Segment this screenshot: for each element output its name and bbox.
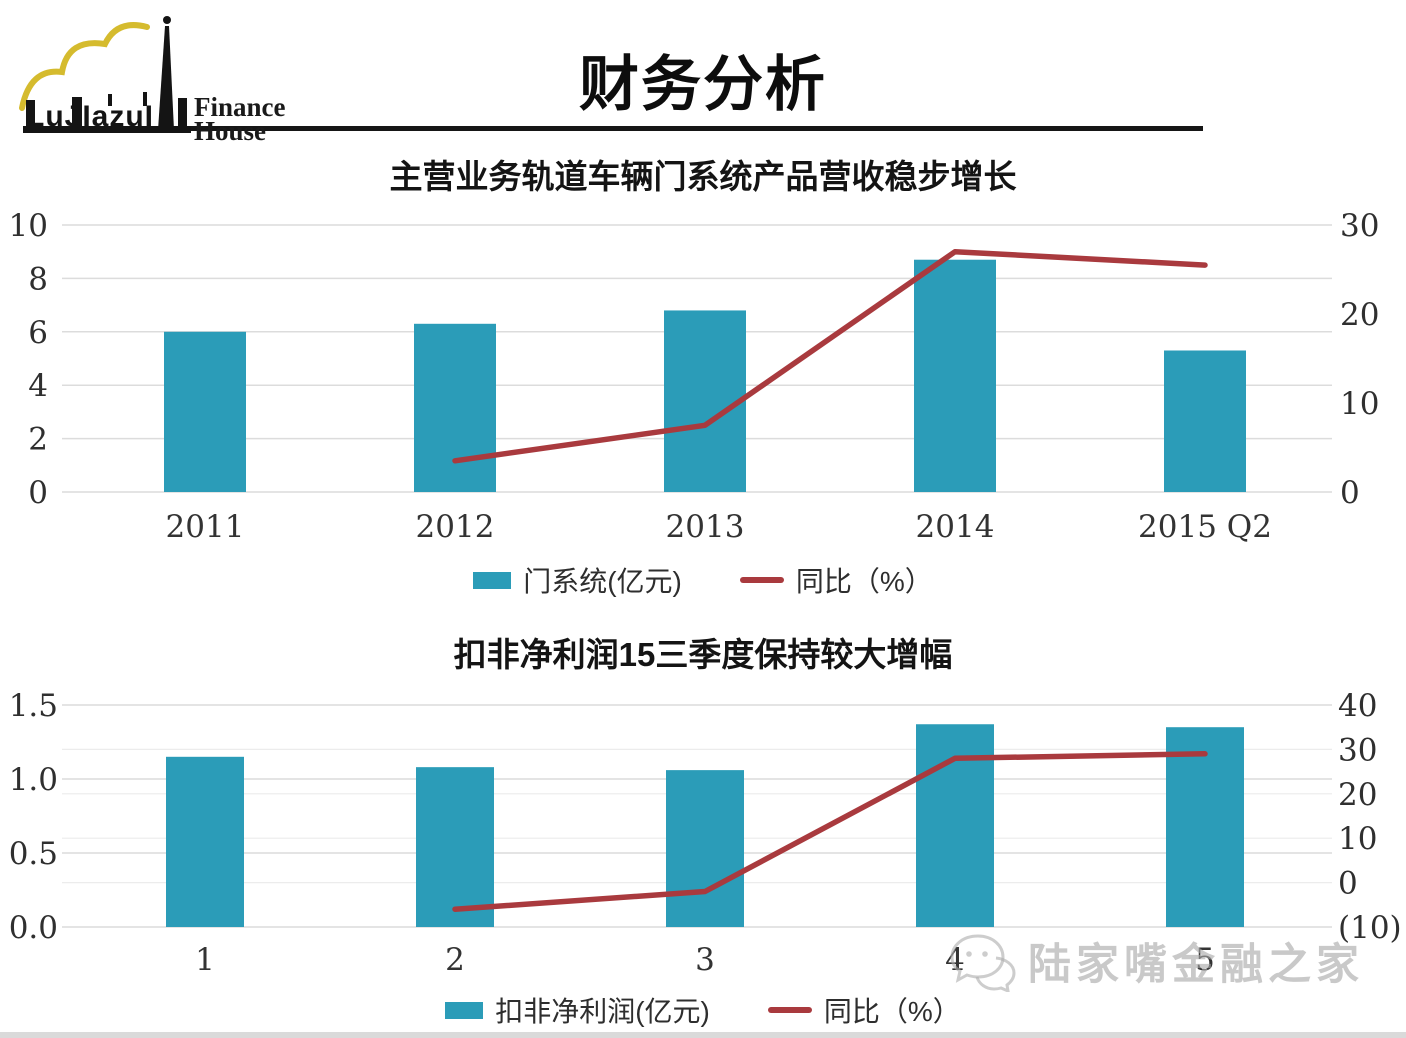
legend-label: 扣非净利润(亿元) <box>495 996 710 1027</box>
y2-axis-tick-label: 30 <box>1338 732 1377 768</box>
y-axis-tick-label: 0 <box>28 475 48 511</box>
y-axis-tick-label: 0.0 <box>9 910 58 946</box>
profit-chart-legend: 扣非净利润(亿元) 同比（%） <box>0 990 1406 1030</box>
x-axis-tick-label: 2015 Q2 <box>1138 509 1272 545</box>
y-axis-tick-label: 1.0 <box>9 762 58 798</box>
revenue-trend-chart: 0 2 4 6 8 10 0 10 20 30 2011 2012 2013 2014 2015 Q2 <box>9 208 1380 545</box>
y-axis-tick-label: 6 <box>28 315 48 351</box>
logo-cloud-icon <box>19 22 150 111</box>
x-axis-tick-label: 2014 <box>916 509 995 545</box>
logo-wordmark: LuJIazuI <box>26 100 154 133</box>
y2-axis-tick-label: 20 <box>1340 297 1379 333</box>
y2-axis-tick-label: 0 <box>1340 475 1360 511</box>
bar-3 <box>666 770 744 927</box>
bar-series-swatch <box>445 1001 484 1019</box>
legend-label: 同比（%） <box>795 566 933 597</box>
x-axis-tick-label: 2 <box>445 942 465 978</box>
bar-2015 Q2 <box>1164 350 1246 492</box>
slide-bottom-edge <box>0 1032 1406 1038</box>
legend-label: 门系统(亿元) <box>523 566 682 597</box>
y-axis-tick-label: 8 <box>28 261 48 297</box>
legend-item-bar: 门系统(亿元) <box>473 560 682 600</box>
y-axis-tick-label: 4 <box>28 368 48 404</box>
trend-line <box>452 751 1208 912</box>
bar-1 <box>166 756 244 927</box>
y2-axis-tick-label: 30 <box>1340 208 1379 244</box>
bar-2014 <box>914 259 996 492</box>
y2-axis-tick-label: 0 <box>1338 866 1358 902</box>
profit-chart-title: 扣非净利润15三季度保持较大增幅 <box>453 636 953 673</box>
y-axis-tick-label: 0.5 <box>9 836 58 872</box>
legend-item-line: 同比（%） <box>739 560 933 600</box>
x-axis-tick-label: 2012 <box>416 509 495 545</box>
x-axis-tick-label: 4 <box>945 942 965 978</box>
legend-label: 同比（%） <box>823 996 961 1027</box>
bar-4 <box>916 724 994 927</box>
y-axis-tick-label: 1.5 <box>9 688 58 724</box>
x-axis-tick-label: 5 <box>1195 942 1215 978</box>
profit-trend-chart: 0.0 0.5 1.0 1.5 (10) 0 10 20 30 40 1 2 3 4 5 <box>9 688 1402 978</box>
revenue-chart-title: 主营业务轨道车辆门系统产品营收稳步增长 <box>389 158 1017 195</box>
line-series-swatch <box>739 577 784 583</box>
logo-skyline-icon <box>23 16 191 133</box>
bar-2 <box>416 767 494 927</box>
line-series-swatch <box>767 1007 812 1013</box>
y2-axis-tick-label: 10 <box>1338 821 1377 857</box>
y2-axis-tick-label: 20 <box>1338 777 1377 813</box>
legend-item-line: 同比（%） <box>767 990 961 1030</box>
x-axis-tick-label: 1 <box>195 942 215 978</box>
y2-axis-tick-label: 40 <box>1338 688 1377 724</box>
x-axis-tick-label: 2013 <box>666 509 745 545</box>
y2-axis-tick-label: 10 <box>1340 386 1379 422</box>
header-divider <box>175 126 1203 131</box>
logo-text-finance: Finance <box>194 92 286 122</box>
legend-item-bar: 扣非净利润(亿元) <box>445 990 710 1030</box>
x-axis-tick-label: 2011 <box>166 509 245 545</box>
lujiazui-finance-house-logo: LuJIazuI Finance House <box>19 16 286 146</box>
bar-2013 <box>664 310 746 492</box>
trend-line <box>452 248 1208 464</box>
y2-axis-tick-label: (10) <box>1338 910 1402 946</box>
y-axis-tick-label: 10 <box>9 208 48 244</box>
y-axis-tick-label: 2 <box>28 422 48 458</box>
logo-text-house: House <box>194 116 266 146</box>
page-title: 财务分析 <box>579 51 827 118</box>
bar-2011 <box>164 331 246 492</box>
x-axis-tick-label: 3 <box>695 942 715 978</box>
revenue-chart-legend: 门系统(亿元) 同比（%） <box>0 560 1406 600</box>
bar-series-swatch <box>473 571 512 589</box>
bar-2012 <box>414 323 496 492</box>
bar-5 <box>1166 727 1244 927</box>
